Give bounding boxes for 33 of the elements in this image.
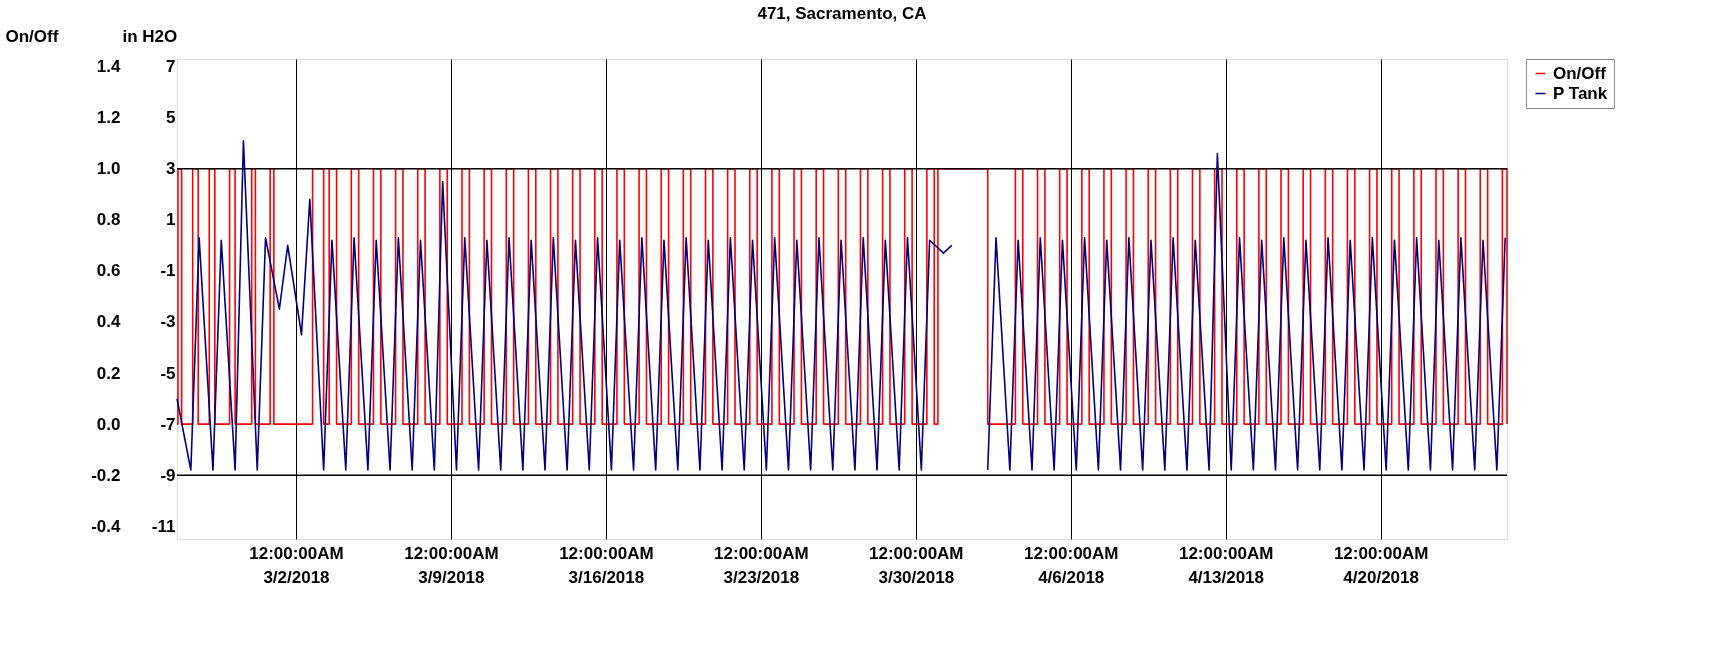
x-tick-label: 12:00:00AM 4/20/2018 bbox=[1333, 543, 1429, 587]
y-tick-label: 0.8 bbox=[96, 210, 121, 230]
legend-label: P Tank bbox=[1553, 83, 1608, 103]
y2-tick-label: -3 bbox=[160, 312, 176, 332]
x-tick-label: 12:00:00AM 3/30/2018 bbox=[869, 543, 964, 587]
y-axis-title: On/Off bbox=[5, 26, 59, 46]
y-tick-label: 1.2 bbox=[96, 108, 121, 128]
y2-tick-label: -1 bbox=[160, 261, 176, 281]
y2-tick-label: 3 bbox=[166, 159, 176, 179]
y-tick-label: 1.0 bbox=[96, 159, 121, 179]
y-tick-label: 0.0 bbox=[96, 414, 121, 434]
y-tick-label: -0.2 bbox=[91, 465, 121, 485]
x-tick-label: 12:00:00AM 4/13/2018 bbox=[1178, 543, 1274, 587]
x-tick-label: 12:00:00AM 3/9/2018 bbox=[404, 543, 499, 587]
y2-tick-label: -7 bbox=[160, 414, 176, 434]
y2-tick-label: 7 bbox=[166, 57, 176, 77]
legend-label: On/Off bbox=[1553, 63, 1607, 83]
y-tick-label: 0.4 bbox=[96, 312, 122, 332]
y-tick-label: 0.2 bbox=[96, 363, 121, 383]
y2-axis-title: in H2O bbox=[122, 26, 178, 46]
y2-tick-label: -11 bbox=[151, 516, 176, 536]
y-tick-label: -0.4 bbox=[91, 516, 122, 536]
x-tick-label: 12:00:00AM 3/2/2018 bbox=[249, 543, 344, 587]
x-tick-label: 12:00:00AM 4/6/2018 bbox=[1023, 543, 1119, 587]
y2-tick-label: -5 bbox=[160, 363, 176, 383]
y2-tick-label: -9 bbox=[160, 465, 176, 485]
y2-tick-label: 5 bbox=[166, 108, 176, 128]
y2-tick-label: 1 bbox=[166, 210, 176, 230]
x-tick-label: 12:00:00AM 3/23/2018 bbox=[714, 543, 809, 587]
x-tick-label: 12:00:00AM 3/16/2018 bbox=[559, 543, 654, 587]
y-tick-label: 1.4 bbox=[96, 57, 122, 77]
chart-title: 471, Sacramento, CA bbox=[757, 4, 927, 23]
y-tick-label: 0.6 bbox=[96, 261, 121, 281]
